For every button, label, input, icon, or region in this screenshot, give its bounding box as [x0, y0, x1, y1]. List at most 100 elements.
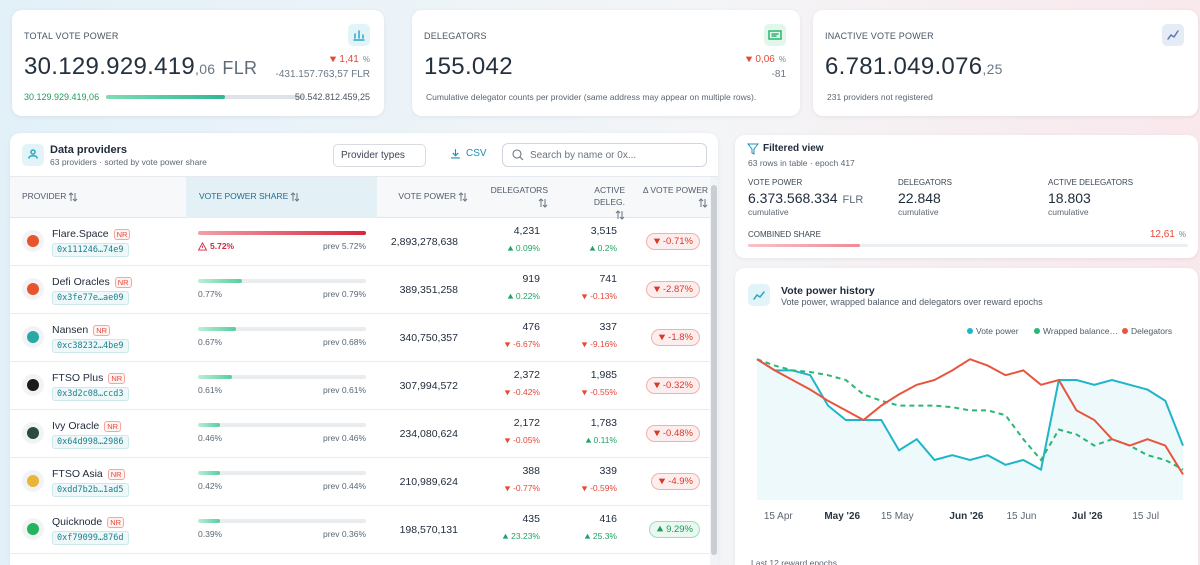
provider-name[interactable]: Quicknode NR — [52, 516, 125, 528]
provider-name[interactable]: Nansen NR — [52, 324, 111, 336]
provider-logo — [22, 326, 44, 348]
arrow-icon — [656, 526, 664, 532]
csv-button[interactable]: CSV — [450, 148, 487, 159]
combined-fill — [748, 244, 860, 247]
value-main: 6.781.049.076 — [825, 53, 983, 80]
arrow-icon — [504, 486, 511, 492]
legend-label: Delegators — [1131, 326, 1172, 336]
count-change: -0.77% — [504, 483, 540, 493]
search-box[interactable]: Search by name or 0x... — [502, 143, 707, 167]
stat-note: cumulative — [1048, 207, 1089, 217]
search-shape — [512, 149, 524, 161]
column-header[interactable]: ACTIVE DELEG. — [579, 184, 625, 220]
x-tick-label: Jul '26 — [1072, 511, 1103, 522]
sort-icon — [698, 198, 708, 208]
download-shape — [451, 149, 460, 159]
value: 22.848 — [898, 190, 941, 206]
panel-title: Filtered view — [763, 143, 824, 154]
badge: NR — [107, 517, 125, 528]
progress-track — [106, 95, 304, 99]
arrow-shape — [330, 56, 337, 63]
vote-power: 307,994,572 — [399, 380, 458, 392]
change-value: 1,41 — [339, 54, 359, 65]
share-track — [198, 279, 366, 283]
sort-icon — [290, 192, 300, 202]
arrow-icon — [585, 437, 591, 443]
row-divider — [10, 409, 710, 410]
badge: NR — [104, 421, 122, 432]
delta-value: -1.8% — [668, 332, 693, 343]
progress-start: 30.129.929.419,06 — [24, 92, 100, 102]
logo-mark — [27, 475, 39, 487]
arrow-icon — [584, 533, 591, 539]
provider-name[interactable]: Defi Oracles NR — [52, 276, 132, 288]
arrow-icon — [589, 245, 595, 251]
filter-button[interactable]: Provider types — [333, 144, 426, 167]
count-change: -0.05% — [504, 435, 540, 445]
column-header[interactable]: VOTE POWER — [398, 191, 468, 202]
divider — [10, 176, 718, 177]
column-header[interactable]: VOTE POWER SHARE — [199, 191, 300, 202]
value: 12,61 — [1149, 229, 1175, 240]
value-decimals: ,06 — [195, 61, 216, 77]
stat-value: 18.803 — [1048, 190, 1091, 206]
provider-name[interactable]: Flare.Space NR — [52, 228, 131, 240]
card-note: Cumulative delegator counts per provider… — [426, 92, 757, 102]
count-change: -0.13% — [581, 291, 617, 301]
provider-name[interactable]: Ivy Oracle NR — [52, 420, 122, 432]
row-divider — [10, 505, 710, 506]
filtered-panel: Filtered view 63 rows in table · epoch 41… — [735, 135, 1198, 258]
share-track — [198, 519, 366, 523]
card-value: 6.781.049.076,25 — [825, 53, 1003, 81]
column-header[interactable]: Δ VOTE POWER — [643, 184, 708, 208]
x-tick-label: 15 Apr — [764, 511, 794, 522]
arrow-shape — [581, 342, 588, 348]
arrow-icon — [504, 438, 511, 444]
share-bar — [198, 231, 366, 235]
x-tick-label: 15 Jul — [1132, 511, 1159, 522]
change-value: -9.16% — [590, 339, 617, 349]
change-value: 0.22% — [515, 291, 540, 301]
share-label: 0.39% — [198, 529, 222, 539]
arrow-icon — [746, 56, 753, 63]
search-icon — [512, 149, 524, 161]
name: Quicknode — [52, 516, 103, 528]
share-value: 0.46% — [198, 433, 223, 443]
sorted-column — [186, 177, 377, 218]
arrow-icon — [502, 533, 509, 539]
change-value: 0.2% — [597, 243, 617, 253]
icon-box — [22, 144, 44, 166]
arrow-shape — [502, 533, 509, 539]
area — [757, 359, 1183, 500]
delta-pill: -0.71% — [645, 233, 700, 250]
provider-name[interactable]: FTSO Asia NR — [52, 468, 125, 480]
value: 6.373.568.334 — [748, 190, 838, 206]
address-chip: 0x64d998…2986 — [52, 435, 129, 449]
share-label: 0.61% — [198, 385, 222, 395]
count: 2,372 — [513, 369, 540, 381]
provider-name[interactable]: FTSO Plus NR — [52, 372, 126, 384]
column-header[interactable]: PROVIDER — [22, 191, 78, 202]
card-title: INACTIVE VOTE POWER — [825, 31, 934, 41]
count: 416 — [599, 513, 617, 525]
stat-note: cumulative — [748, 207, 789, 217]
x-tick-label: May '26 — [824, 511, 860, 522]
scrollbar-thumb — [711, 185, 717, 555]
arrow-shape — [653, 239, 661, 245]
share-label: 0.46% — [198, 433, 222, 443]
unit: FLR — [842, 194, 864, 206]
value-main: 155.042 — [424, 53, 513, 80]
provider-logo — [22, 518, 44, 540]
count: 337 — [599, 321, 617, 333]
arrow-shape — [658, 479, 666, 485]
icon-box — [1162, 24, 1184, 46]
progress-fill — [106, 95, 225, 99]
count: 388 — [522, 465, 540, 477]
delta-value: -0.71% — [662, 236, 693, 247]
sort-shape — [290, 192, 300, 202]
arrow-shape — [653, 431, 661, 437]
share-bar — [198, 327, 236, 331]
icon-shape — [1167, 30, 1179, 40]
icon — [753, 291, 765, 300]
column-header[interactable]: DELEGATORS — [491, 184, 548, 208]
